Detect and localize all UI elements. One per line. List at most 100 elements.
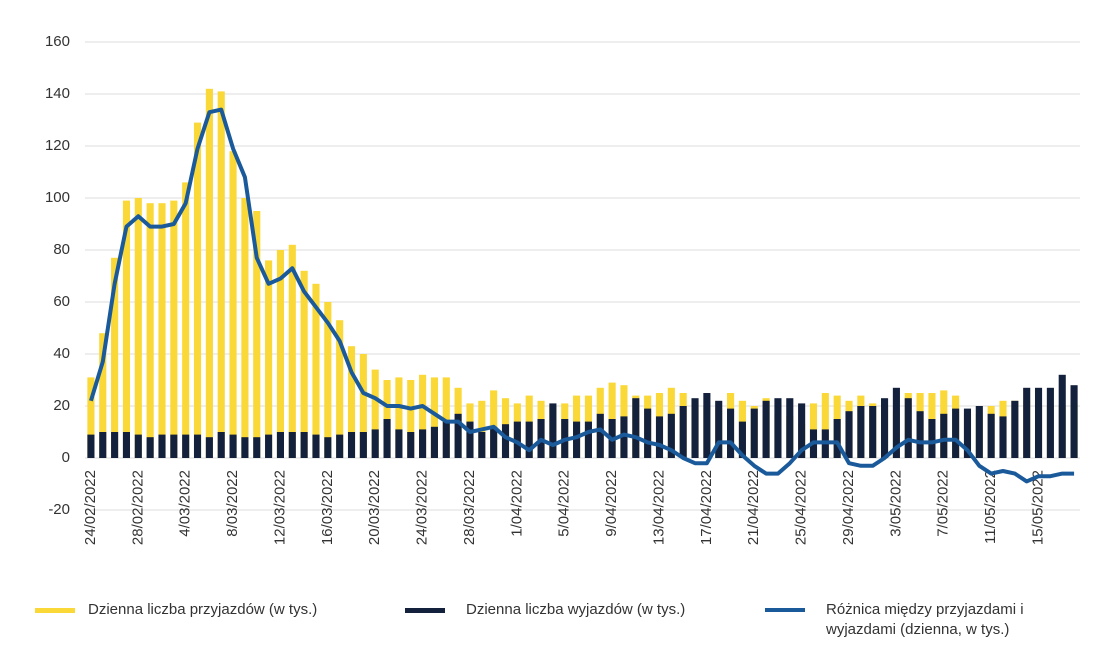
bar — [667, 413, 675, 458]
y-tick-label: 120 — [45, 137, 70, 154]
bar — [963, 408, 972, 458]
bar — [715, 400, 723, 458]
bar — [466, 421, 474, 458]
x-tick-label: 20/03/2022 — [366, 470, 383, 545]
bar — [395, 377, 403, 458]
bar — [182, 434, 190, 458]
bar — [430, 377, 438, 458]
bar — [596, 413, 604, 458]
x-tick-label: 24/03/2022 — [414, 470, 431, 545]
bar — [265, 434, 273, 458]
bar — [1011, 400, 1019, 458]
bar — [419, 374, 427, 458]
bar — [336, 434, 344, 458]
x-tick-label: 24/02/2022 — [82, 470, 99, 545]
bar — [312, 434, 320, 458]
bar — [419, 429, 427, 458]
bar — [1023, 387, 1031, 458]
bar — [229, 434, 237, 458]
bar — [738, 421, 746, 458]
y-tick-label: 80 — [53, 241, 70, 258]
y-tick-label: -20 — [48, 501, 70, 518]
bar — [205, 88, 213, 459]
bar — [691, 398, 699, 458]
bar — [241, 198, 249, 458]
legend-swatch — [765, 608, 805, 612]
bar — [549, 403, 557, 458]
bar — [975, 406, 983, 458]
bar — [501, 424, 510, 458]
bar — [1034, 387, 1043, 458]
bar — [158, 203, 166, 458]
x-tick-label: 13/04/2022 — [650, 470, 667, 545]
bar — [217, 432, 225, 458]
bar — [987, 413, 995, 458]
bar — [407, 432, 415, 458]
bar — [87, 434, 95, 458]
bar — [1070, 385, 1078, 458]
x-tick-label: 7/05/2022 — [935, 470, 952, 537]
bar — [442, 377, 450, 458]
x-tick-label: 28/02/2022 — [129, 470, 146, 545]
bar — [703, 393, 711, 458]
x-tick-label: 11/05/2022 — [982, 470, 999, 544]
bar — [146, 437, 154, 458]
bar — [774, 398, 782, 458]
x-tick-label: 9/04/2022 — [603, 470, 620, 537]
legend-swatch — [405, 608, 445, 613]
bar — [952, 408, 960, 458]
bar — [229, 151, 237, 458]
bar — [336, 320, 344, 458]
bar — [881, 398, 889, 458]
legend-swatch — [35, 608, 75, 613]
bar — [833, 419, 841, 458]
bar — [146, 203, 154, 458]
bar — [632, 398, 640, 458]
x-tick-label: 29/04/2022 — [840, 470, 857, 545]
bar — [655, 416, 664, 458]
bar — [478, 432, 486, 458]
bar — [762, 400, 770, 458]
bar — [904, 398, 912, 458]
bar — [99, 333, 107, 458]
x-tick-label: 1/04/2022 — [508, 470, 525, 537]
bar — [359, 354, 367, 458]
bar — [395, 429, 403, 458]
bar — [620, 416, 628, 458]
bar — [276, 250, 284, 458]
bar — [205, 437, 213, 458]
x-tick-label: 21/04/2022 — [745, 470, 762, 545]
bar — [347, 432, 356, 458]
bar — [525, 421, 533, 458]
chart: -20 0 20 40 60 80 100 120 140 160 24/02/2022 28/02/… — [45, 33, 1080, 545]
bar — [644, 408, 652, 458]
x-tick-label: 16/03/2022 — [319, 470, 336, 545]
bar — [300, 432, 308, 458]
bar — [869, 406, 877, 458]
bar — [312, 283, 320, 458]
bar — [288, 432, 296, 458]
bar — [940, 413, 948, 458]
bar — [300, 270, 308, 458]
bar — [324, 302, 332, 458]
bar — [513, 421, 521, 458]
bar — [170, 434, 178, 458]
bar — [892, 387, 900, 458]
bar — [217, 91, 225, 459]
bar — [122, 200, 131, 458]
bar — [265, 260, 273, 458]
bar — [1058, 374, 1066, 458]
bar — [134, 434, 142, 458]
y-tick-label: 140 — [45, 85, 70, 102]
bar — [288, 244, 296, 458]
line — [89, 107, 1075, 484]
bar — [241, 437, 249, 458]
bar — [359, 432, 367, 458]
y-tick-label: 0 — [62, 449, 70, 466]
bar — [347, 346, 356, 458]
bar — [407, 380, 415, 458]
legend-label: Różnica między przyjazdami i wyjazdami (… — [826, 601, 1024, 638]
bar — [857, 406, 865, 458]
x-tick-label: 5/04/2022 — [556, 470, 573, 537]
bar — [276, 432, 284, 458]
